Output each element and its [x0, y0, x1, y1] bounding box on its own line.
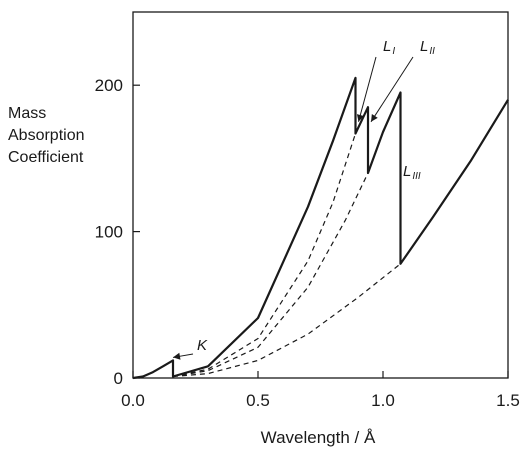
x-tick-label: 0.5 [246, 391, 270, 410]
y-axis-label-line-1: Mass [8, 105, 46, 122]
y-axis-label-line-2: Absorption [8, 127, 85, 144]
dashed-line-2 [172, 172, 369, 378]
y-tick-label: 100 [95, 223, 123, 242]
annotation-arrowhead-l2 [371, 114, 378, 122]
annotation-arrowhead-l1 [356, 114, 364, 122]
x-axis-label: Wavelength / Å [261, 428, 376, 447]
y-axis-label-line-3: Coefficient [8, 149, 84, 166]
dashed-line-3 [172, 263, 401, 378]
x-tick-label: 1.0 [371, 391, 395, 410]
annotation-arrow-l1 [358, 56, 377, 122]
solid-curve [132, 76, 509, 380]
dashed-extrapolations [172, 133, 401, 378]
annotation-arrowhead-k [173, 352, 181, 360]
y-tick-label: 0 [114, 369, 123, 388]
axes [132, 11, 509, 379]
x-tick-label: 0.0 [121, 391, 145, 410]
edge-annotations: K LI LII LIII [172, 38, 435, 360]
y-tick-label: 200 [95, 76, 123, 95]
edge-label-l1: LI [383, 38, 395, 57]
absorption-curve [132, 76, 509, 380]
ticks: 0.0 0.5 1.0 1.5 0 100 200 [95, 76, 520, 410]
edge-label-l2: LII [420, 38, 435, 57]
annotation-arrow-l2 [370, 56, 414, 123]
plot-frame [132, 11, 509, 379]
x-tick-label: 1.5 [496, 391, 520, 410]
edge-label-l3: LIII [403, 163, 421, 182]
dashed-line-1 [172, 133, 357, 378]
edge-label-k: K [197, 337, 208, 354]
y-axis-label: Mass Absorption Coefficient [8, 105, 85, 166]
